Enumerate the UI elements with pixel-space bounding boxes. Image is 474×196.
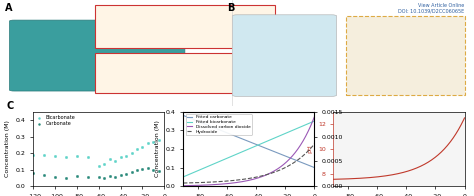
Y-axis label: Concentration (M): Concentration (M) [155, 121, 160, 177]
Bicarbonate [133, 147, 141, 151]
Carbonate [144, 166, 152, 170]
Bicarbonate [150, 140, 157, 143]
Bar [95, 53, 275, 93]
Bicarbonate [29, 153, 37, 156]
Text: B: B [228, 3, 235, 13]
Fitted carbonate [258, 145, 264, 147]
Bicarbonate [73, 155, 81, 158]
Carbonate [84, 176, 91, 179]
Fitted carbonate [258, 145, 264, 148]
Fitted bicarbonate [311, 120, 317, 122]
Hydroxide [261, 174, 266, 177]
Fitted bicarbonate [258, 142, 264, 145]
Bicarbonate [100, 162, 108, 165]
Fitted bicarbonate [291, 129, 297, 131]
Carbonate [117, 174, 124, 177]
Bicarbonate [111, 159, 119, 162]
Carbonate [73, 175, 81, 178]
Carbonate [155, 170, 163, 173]
Bicarbonate [106, 157, 113, 161]
Dissolved carbon dioxide [311, 115, 317, 118]
Fitted carbonate [181, 114, 186, 117]
Fitted carbonate [311, 166, 317, 169]
Carbonate [62, 176, 70, 180]
Legend: Fitted carbonate, Fitted bicarbonate, Dissolved carbon dioxide, Hydroxide: Fitted carbonate, Fitted bicarbonate, Di… [185, 114, 252, 135]
Line: Fitted carbonate: Fitted carbonate [183, 115, 314, 168]
Bicarbonate [51, 154, 59, 157]
Text: A: A [5, 3, 12, 13]
Fitted carbonate [291, 158, 297, 161]
Carbonate [106, 175, 113, 178]
Carbonate [40, 174, 48, 177]
Bicarbonate [144, 142, 152, 145]
Dissolved carbon dioxide [261, 175, 266, 177]
Bicarbonate [95, 165, 102, 168]
Hydroxide [181, 182, 186, 184]
Dissolved carbon dioxide [181, 184, 186, 187]
Y-axis label: pH: pH [307, 145, 312, 153]
Carbonate [139, 167, 146, 170]
Hydroxide [258, 175, 264, 177]
Fitted bicarbonate [181, 176, 187, 178]
Hydroxide [258, 175, 264, 177]
Bar [95, 5, 275, 48]
FancyBboxPatch shape [9, 20, 185, 91]
Carbonate [29, 171, 37, 174]
Fitted bicarbonate [261, 142, 266, 144]
FancyBboxPatch shape [232, 15, 337, 96]
Bar [346, 16, 465, 95]
Line: Dissolved carbon dioxide: Dissolved carbon dioxide [183, 117, 314, 186]
Bicarbonate [40, 153, 48, 156]
Text: C: C [7, 101, 14, 111]
Dissolved carbon dioxide [258, 176, 264, 178]
Hydroxide [299, 155, 305, 158]
Line: Hydroxide: Hydroxide [183, 144, 314, 183]
Hydroxide [291, 162, 297, 164]
Carbonate [100, 176, 108, 180]
Dissolved carbon dioxide [291, 153, 297, 155]
Carbonate [122, 172, 130, 175]
Bicarbonate [62, 156, 70, 159]
Bicarbonate [139, 146, 146, 149]
Hydroxide [181, 182, 187, 184]
Dissolved carbon dioxide [299, 141, 305, 144]
Bicarbonate [128, 152, 136, 155]
Fitted bicarbonate [299, 125, 305, 127]
Fitted bicarbonate [258, 143, 264, 145]
Carbonate [51, 176, 59, 179]
Fitted carbonate [181, 114, 187, 117]
Dissolved carbon dioxide [181, 184, 187, 187]
Bicarbonate [122, 154, 130, 157]
Carbonate [150, 169, 157, 172]
Y-axis label: Concentration (M): Concentration (M) [5, 121, 10, 177]
Carbonate [95, 176, 102, 179]
Bicarbonate [117, 156, 124, 159]
Line: Fitted bicarbonate: Fitted bicarbonate [183, 121, 314, 177]
Fitted carbonate [299, 162, 305, 164]
Dissolved carbon dioxide [258, 176, 264, 178]
Carbonate [111, 176, 119, 179]
Legend: Bicarbonate, Carbonate: Bicarbonate, Carbonate [36, 114, 76, 127]
Text: View Article Online
DOI: 10.1039/D2CC06065E: View Article Online DOI: 10.1039/D2CC060… [398, 3, 465, 14]
Fitted bicarbonate [181, 176, 186, 178]
Bicarbonate [155, 138, 163, 142]
Bicarbonate [84, 156, 91, 159]
Hydroxide [311, 143, 317, 145]
Fitted carbonate [261, 146, 266, 149]
Carbonate [128, 171, 136, 174]
Carbonate [133, 168, 141, 171]
